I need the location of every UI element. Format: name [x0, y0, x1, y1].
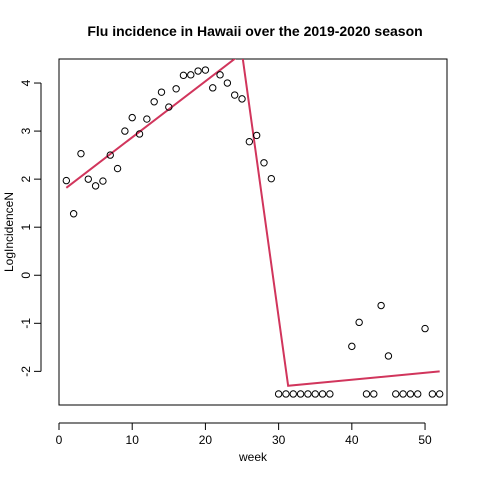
- data-point: [201, 66, 210, 74]
- x-tick-label: 30: [272, 433, 286, 447]
- x-tick-label: 20: [199, 433, 213, 447]
- y-tick-label: 3: [19, 127, 33, 134]
- data-point: [179, 71, 188, 80]
- data-point: [296, 390, 305, 398]
- data-point: [187, 71, 195, 79]
- data-point: [377, 301, 385, 310]
- data-point: [399, 390, 407, 398]
- x-tick-label: 10: [126, 433, 140, 447]
- data-point: [230, 91, 239, 99]
- data-point: [238, 95, 246, 103]
- data-point: [384, 352, 393, 360]
- data-point: [421, 324, 429, 333]
- fit-line: [65, 59, 440, 387]
- x-tick-label: 40: [345, 433, 359, 447]
- points-layer: [62, 66, 444, 398]
- data-point: [172, 85, 180, 93]
- y-tick-label: 1: [19, 224, 33, 231]
- data-point: [128, 113, 136, 122]
- data-point: [435, 390, 444, 398]
- data-point: [216, 71, 224, 79]
- data-point: [150, 98, 158, 106]
- plot-area-frame: [58, 58, 448, 406]
- data-point: [304, 390, 312, 398]
- data-point: [209, 84, 217, 92]
- data-point: [194, 67, 202, 75]
- data-point: [362, 390, 371, 398]
- data-point: [223, 79, 232, 87]
- data-point: [318, 390, 327, 398]
- x-axis-label: week: [238, 450, 268, 464]
- data-point: [121, 127, 129, 135]
- data-point: [370, 390, 378, 398]
- x-tick-label: 50: [418, 433, 432, 447]
- y-tick-label: 0: [19, 272, 33, 279]
- y-tick-label: -1: [19, 318, 33, 329]
- fit-line-layer: [65, 59, 440, 387]
- data-point: [406, 390, 415, 398]
- data-point: [282, 390, 290, 398]
- data-point: [106, 151, 114, 159]
- y-axis: -2 -1 0 1 2 3 4: [19, 79, 42, 377]
- data-point: [355, 318, 363, 327]
- y-tick-label: -2: [19, 366, 33, 377]
- data-point: [392, 390, 400, 398]
- data-point: [69, 210, 78, 218]
- data-point: [77, 149, 85, 158]
- data-point: [245, 137, 254, 146]
- data-point: [91, 182, 100, 190]
- x-axis: 0 10 20 30 40 50: [56, 422, 432, 447]
- data-point: [311, 390, 319, 398]
- data-point: [143, 115, 151, 123]
- chart-title: Flu incidence in Hawaii over the 2019-20…: [87, 23, 422, 39]
- data-point: [274, 390, 283, 398]
- data-point: [267, 174, 276, 183]
- y-tick-label: 2: [19, 175, 33, 182]
- data-point: [428, 390, 437, 398]
- data-point: [113, 164, 122, 173]
- y-tick-label: 4: [19, 79, 33, 86]
- data-point: [326, 390, 334, 398]
- data-point: [289, 390, 297, 398]
- data-point: [252, 131, 261, 140]
- data-point: [348, 342, 356, 351]
- data-point: [414, 390, 422, 398]
- data-point: [260, 159, 268, 167]
- data-point: [62, 176, 71, 185]
- data-point: [99, 177, 107, 185]
- data-point: [165, 103, 173, 111]
- y-axis-label: LogIncidenceN: [2, 192, 16, 272]
- data-point: [84, 175, 92, 183]
- data-point: [135, 130, 144, 138]
- x-tick-label: 0: [56, 433, 63, 447]
- data-point: [157, 88, 166, 96]
